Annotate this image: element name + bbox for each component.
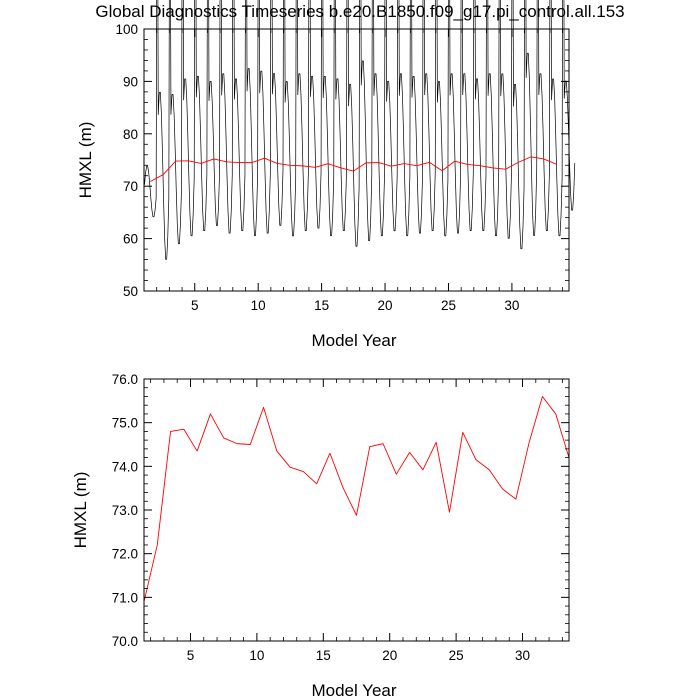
panel-monthly-timeseries: 5 10 15 20 25 30 50 60 70 80 90 100 HMXL (m) Model …	[76, 0, 576, 350]
y-tick-label: 74.0	[112, 459, 138, 474]
ticks-top: 5 10 15 20 25 30 50 60 70 80 90 100	[115, 22, 569, 313]
x-tick-label: 25	[441, 298, 456, 313]
x-tick-label: 25	[449, 648, 464, 663]
y-axis-label-bottom: HMXL (m)	[71, 472, 90, 549]
x-tick-label: 30	[515, 648, 530, 663]
panel-annual-mean: 5 10 15 20 25 3070.071.072.073.074.075.076.0 …	[71, 372, 570, 700]
x-tick-label: 15	[314, 298, 329, 313]
y-tick-label: 80	[123, 127, 138, 142]
series-line-monthly	[144, 0, 576, 260]
x-tick-label: 10	[251, 298, 266, 313]
x-tick-label: 20	[382, 648, 397, 663]
plot-frame-bottom	[143, 378, 570, 642]
y-tick-label: 70	[123, 179, 138, 194]
x-axis-label-bottom: Model Year	[311, 681, 396, 700]
y-tick-label: 76.0	[112, 372, 138, 387]
ticks-bottom: 5 10 15 20 25 30 70.0 71.0 72.0 73.0 74.0 75.0 76.0	[112, 372, 569, 663]
y-tick-label: 60	[123, 232, 138, 247]
plot-area-top	[144, 0, 576, 260]
series-line-annual	[150, 156, 557, 182]
y-tick-label: 100	[115, 22, 138, 37]
chart-title: Global Diagnostics Timeseries b.e20.B185…	[95, 2, 624, 21]
y-tick-label: 71.0	[112, 590, 138, 605]
plot-frame-top	[143, 28, 570, 292]
y-tick-label: 73.0	[112, 503, 138, 518]
y-tick-label: 72.0	[112, 547, 138, 562]
x-tick-label: 5	[191, 298, 199, 313]
x-tick-label: 10	[249, 648, 264, 663]
x-tick-label: 20	[378, 298, 393, 313]
x-axis-label-top: Model Year	[311, 331, 396, 350]
y-tick-label: 75.0	[112, 416, 138, 431]
x-tick-label: 5	[187, 648, 195, 663]
x-tick-label: 15	[316, 648, 331, 663]
y-tick-label: 70.0	[112, 634, 138, 649]
y-tick-label: 90	[123, 74, 138, 89]
x-tick-label: 30	[504, 298, 519, 313]
series-line-annual	[143, 396, 570, 602]
y-tick-label: 50	[123, 284, 138, 299]
y-axis-label-top: HMXL (m)	[76, 122, 95, 199]
plot-area-bottom	[143, 396, 570, 602]
